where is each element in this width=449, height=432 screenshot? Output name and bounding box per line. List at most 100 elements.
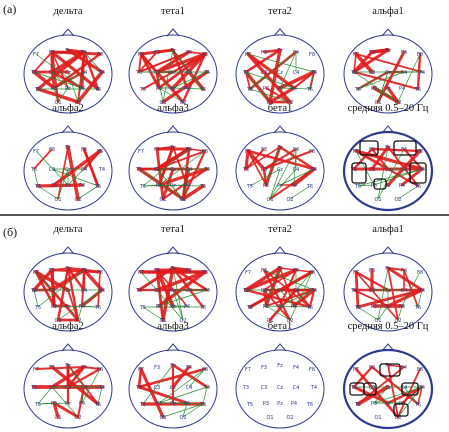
strong-connection <box>354 149 424 171</box>
electrode-label: T3 <box>135 385 142 391</box>
electrode-label: O1 <box>54 415 61 421</box>
electrode-label: Cz <box>385 70 391 76</box>
electrode-label: Fz <box>170 48 176 54</box>
weak-connection <box>33 168 39 187</box>
highlight-box <box>359 140 379 156</box>
strong-connection <box>82 147 100 188</box>
electrode-label: Pz <box>65 86 71 92</box>
electrode-label: C3 <box>49 385 56 391</box>
electrode-label: P3 <box>51 304 57 310</box>
weak-connection <box>353 71 399 103</box>
head-map: тета2 F7 F3 Fz F4 F8 T3 C3 Cz C4 T4 T5 P3 Pz P4 T6 O1 O2 <box>232 224 328 334</box>
highlight-box <box>373 178 387 190</box>
weak-connection <box>373 87 399 103</box>
electrode-label: O1 <box>54 100 61 106</box>
electrode-label: F4 <box>401 147 407 153</box>
head-map: альфа1 F7 F3 Fz F4 F8 T3 C3 Cz C4 T4 T5 P3 Pz P4 T6 O1 O2 <box>340 6 436 116</box>
strong-connection <box>386 266 424 292</box>
electrode-label: T4 <box>203 385 210 391</box>
head-title: средняя 0.5–20 Гц <box>347 321 429 332</box>
electrode-label: C4 <box>293 385 300 391</box>
scalp-diagram: F7 F3 Fz F4 F8 T3 C3 Cz C4 T4 T5 P3 Pz P4 T6 O1 O2 <box>235 28 325 114</box>
head-map: альфа2 F7 F3 Fz F4 F8 T3 C3 Cz C4 T4 T5 P3 Pz P4 T6 O1 O2 <box>20 103 116 213</box>
electrode-label: C4 <box>186 288 193 294</box>
strong-connection <box>139 52 185 104</box>
electrode-label: P3 <box>263 183 269 189</box>
head-outline <box>235 34 325 114</box>
weak-connection <box>81 368 101 404</box>
electrode-label: O1 <box>266 318 273 324</box>
strong-connection <box>245 146 281 170</box>
nose-marker <box>166 246 180 255</box>
electrode-label: F8 <box>417 149 423 155</box>
strong-connection <box>161 266 175 322</box>
highlight-box <box>409 162 427 184</box>
strong-connection <box>157 145 175 187</box>
head-map: средняя 0.5–20 Гц F7 F3 Fz F4 F8 T3 C3 Cz C4 T4 T5 P… <box>340 321 436 431</box>
electrode-label: F7 <box>353 149 359 155</box>
scalp-diagram: F7 F3 Fz F4 F8 T3 C3 Cz C4 T4 T5 P3 Pz P4 T6 O1 O2 <box>235 343 325 429</box>
electrode-label: C3 <box>369 288 376 294</box>
electrode-label: T4 <box>418 70 425 76</box>
electrode-label: F8 <box>309 52 315 58</box>
head-outline <box>342 348 434 430</box>
strong-connection <box>244 48 282 74</box>
electrode-label: Fz <box>385 266 391 272</box>
scalp-diagram: F7 F3 Fz F4 F8 T3 C3 Cz C4 T4 T5 P3 Pz P4 T6 O1 O2 <box>23 28 113 114</box>
electrode-label: T4 <box>418 288 425 294</box>
electrode-label: Pz <box>385 401 391 407</box>
weak-connection <box>357 168 423 187</box>
electrode-label: P4 <box>399 183 405 189</box>
weak-connection <box>289 185 311 200</box>
electrode-label: F8 <box>202 52 208 58</box>
strong-connection <box>155 268 165 322</box>
strong-connection <box>67 289 79 321</box>
electrode-label: T6 <box>199 402 206 408</box>
electrode-label: T5 <box>139 305 146 311</box>
strong-connection <box>139 48 175 56</box>
weak-connection <box>377 267 389 321</box>
weak-connection <box>158 289 208 307</box>
weak-connection <box>162 49 174 103</box>
panel-label: (а) <box>3 2 17 16</box>
weak-connection <box>81 386 85 404</box>
electrode-label: F8 <box>309 270 315 276</box>
electrode-label: Pz <box>170 401 176 407</box>
electrode-label: Cz <box>170 385 176 391</box>
nose-marker <box>273 125 287 134</box>
weak-connection <box>289 271 313 321</box>
electrode-label: Pz <box>277 304 283 310</box>
head-outline <box>128 252 218 332</box>
strong-connection <box>161 167 175 201</box>
head-outline <box>23 349 113 429</box>
electrode-label: C3 <box>154 70 161 76</box>
weak-connection <box>373 386 389 404</box>
weak-connection <box>67 364 85 388</box>
head-outline <box>128 349 218 429</box>
electrode-label: Pz <box>65 401 71 407</box>
electrode-label: O2 <box>394 197 401 203</box>
head-map: средняя 0.5–20 Гц F7 F3 Fz F4 F8 T3 C3 Cz C4 T4 T5 P… <box>340 103 436 213</box>
electrode-label: F4 <box>81 50 87 56</box>
electrode-label: C3 <box>261 70 268 76</box>
electrode-label: F7 <box>245 270 251 276</box>
electrode-label: T5 <box>139 87 146 93</box>
electrode-label: F7 <box>33 149 39 155</box>
weak-connection <box>37 185 59 200</box>
head-title: дельта <box>53 224 83 235</box>
weak-connection <box>158 87 184 103</box>
head-title: тета1 <box>161 6 185 17</box>
strong-connection <box>278 145 316 171</box>
strong-connection <box>137 367 207 389</box>
strong-connection <box>292 167 316 187</box>
electrode-label: T3 <box>135 288 142 294</box>
nose-marker <box>381 343 395 352</box>
electrode-label: P4 <box>79 86 85 92</box>
weak-connection <box>53 71 85 89</box>
head-map: бета1 F7 F3 Fz F4 F8 T3 C3 Cz C4 T4 T5 P3 Pz P4 T6 O1 O2 <box>232 103 328 213</box>
strong-connection <box>56 266 70 322</box>
head-map: бета1 F7 F3 Fz F4 F8 T3 C3 Cz C4 T4 T5 P3 Pz P4 T6 O1 O2 <box>232 321 328 431</box>
electrode-label: T4 <box>418 167 425 173</box>
strong-connection <box>36 87 80 104</box>
weak-connection <box>265 305 291 321</box>
